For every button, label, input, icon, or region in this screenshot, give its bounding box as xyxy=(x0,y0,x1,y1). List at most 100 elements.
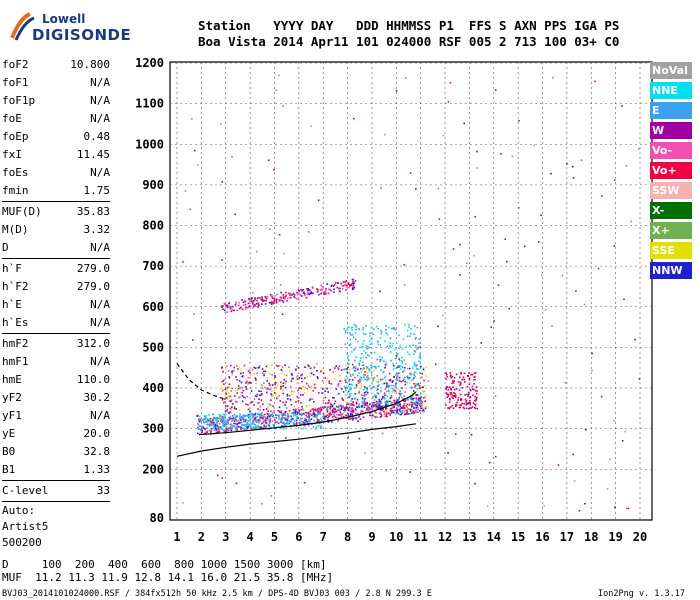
data-point xyxy=(382,396,384,399)
param-value: N/A xyxy=(90,94,110,107)
data-point xyxy=(355,409,357,411)
data-point xyxy=(228,376,230,378)
data-point xyxy=(184,190,187,192)
data-point xyxy=(285,407,288,409)
param-name: fmin xyxy=(2,184,29,197)
data-point xyxy=(273,424,275,427)
data-point xyxy=(232,425,234,427)
data-point xyxy=(420,402,423,405)
data-point xyxy=(281,416,283,419)
data-point xyxy=(380,336,382,339)
data-point xyxy=(286,418,289,421)
data-point xyxy=(201,429,203,432)
data-point xyxy=(332,371,335,373)
data-point xyxy=(575,290,577,292)
data-point xyxy=(383,382,386,385)
data-point xyxy=(403,402,406,405)
data-point xyxy=(224,309,226,312)
data-point xyxy=(293,414,295,417)
data-point xyxy=(241,395,244,397)
data-point xyxy=(389,379,392,381)
data-point xyxy=(277,384,279,386)
data-point xyxy=(414,405,416,408)
data-point xyxy=(355,406,358,408)
data-point xyxy=(226,387,229,389)
data-point xyxy=(215,425,217,428)
data-point xyxy=(361,401,364,403)
data-point xyxy=(240,416,243,419)
data-point xyxy=(402,405,404,408)
data-point xyxy=(419,353,421,355)
data-point xyxy=(404,376,406,378)
data-point xyxy=(452,394,454,397)
data-point xyxy=(401,347,404,350)
station-header: Station YYYY DAY DDD HHMMSS P1 FFS S AXN… xyxy=(198,18,619,50)
data-point xyxy=(310,291,312,293)
data-point xyxy=(418,342,420,344)
data-point xyxy=(305,420,307,422)
data-point xyxy=(404,400,406,402)
data-point xyxy=(229,407,232,410)
data-point xyxy=(344,281,346,283)
data-point xyxy=(209,418,212,420)
data-point xyxy=(328,401,330,403)
param-name: hmF2 xyxy=(2,337,29,350)
data-point xyxy=(332,409,334,411)
data-point xyxy=(259,405,262,408)
data-point xyxy=(419,372,421,374)
data-point xyxy=(351,282,353,285)
data-point xyxy=(414,401,417,403)
data-point xyxy=(403,395,405,397)
data-point xyxy=(350,408,352,411)
data-point xyxy=(299,423,301,426)
data-point xyxy=(272,297,274,299)
data-point xyxy=(228,302,230,305)
data-point xyxy=(302,408,304,411)
data-point xyxy=(404,413,407,415)
data-point xyxy=(420,405,422,408)
data-point xyxy=(226,305,229,307)
data-point xyxy=(211,424,214,427)
param-value: 110.0 xyxy=(76,373,110,386)
data-point xyxy=(356,398,359,401)
data-point xyxy=(257,306,259,308)
data-point xyxy=(606,488,609,490)
data-point xyxy=(363,403,366,406)
data-point xyxy=(245,425,247,427)
data-point xyxy=(237,422,240,424)
data-point xyxy=(303,422,306,424)
data-point xyxy=(419,387,421,389)
data-point xyxy=(412,367,414,369)
data-point xyxy=(275,393,277,395)
data-point xyxy=(352,285,354,288)
data-point xyxy=(358,372,360,375)
data-point xyxy=(193,149,196,152)
data-point xyxy=(305,405,307,407)
data-point xyxy=(372,402,374,404)
data-point xyxy=(264,416,266,418)
data-point xyxy=(284,364,286,366)
data-point xyxy=(309,420,311,422)
x-tick-label: 17 xyxy=(560,530,574,544)
x-tick-label: 8 xyxy=(344,530,351,544)
data-point xyxy=(254,424,257,426)
data-point xyxy=(340,282,342,285)
data-point xyxy=(414,411,416,413)
data-point xyxy=(600,395,603,398)
data-point xyxy=(387,386,389,389)
data-point xyxy=(447,389,449,391)
data-point xyxy=(240,372,242,375)
param-row: foE N/A xyxy=(2,110,110,128)
data-point xyxy=(455,405,457,408)
data-point xyxy=(278,74,280,77)
data-point xyxy=(271,296,273,298)
data-point xyxy=(229,400,232,403)
data-point xyxy=(274,392,276,394)
data-point xyxy=(422,406,424,409)
data-point xyxy=(457,399,459,401)
data-point xyxy=(386,345,389,348)
data-point xyxy=(295,424,297,426)
param-name: foEs xyxy=(2,166,29,179)
data-point xyxy=(356,383,359,385)
data-point xyxy=(254,297,256,299)
